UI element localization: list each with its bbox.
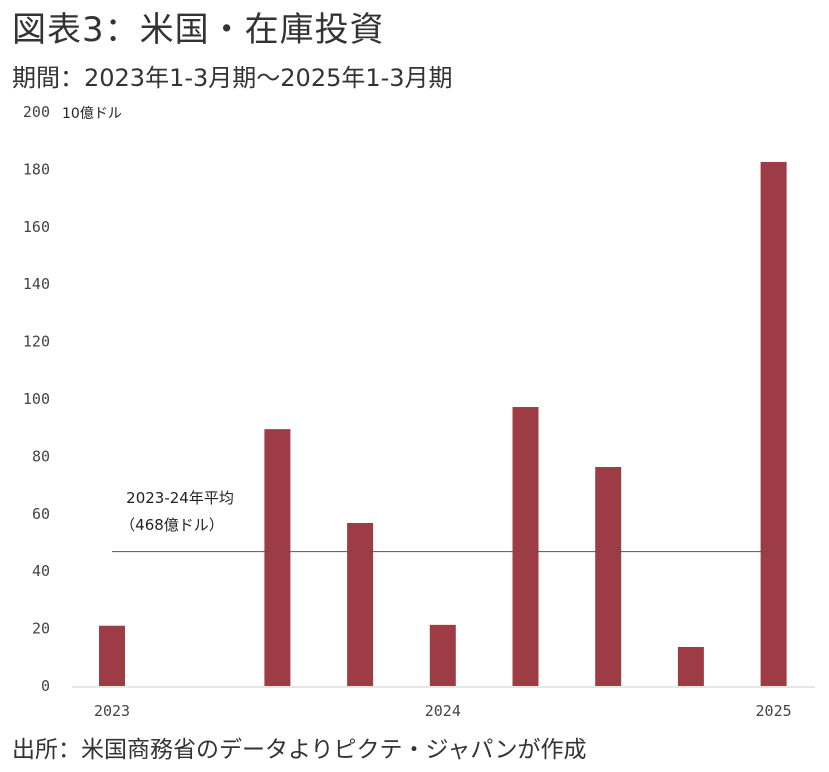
bar-2023Q1 — [99, 625, 125, 686]
y-tick-label: 40 — [32, 562, 50, 580]
y-tick-label: 180 — [23, 160, 50, 178]
bar-2025Q1 — [760, 161, 787, 687]
x-tick-label: 2025 — [756, 702, 792, 720]
average-label: 2023-24年平均 — [126, 489, 234, 507]
y-tick-label: 140 — [23, 275, 50, 293]
source-note: 出所：米国商務省のデータよりピクテ・ジャパンが作成 — [12, 737, 587, 763]
y-tick-label: 0 — [41, 677, 50, 695]
bar-2023Q3 — [264, 429, 291, 686]
y-tick-label: 120 — [23, 333, 50, 351]
bar-2024Q2 — [512, 407, 539, 686]
bar-2024Q3 — [595, 467, 622, 686]
x-tick-label: 2023 — [94, 702, 130, 720]
y-tick-label: 160 — [23, 218, 50, 236]
y-axis-unit-label: 10億ドル — [62, 106, 122, 122]
y-tick-label: 20 — [32, 620, 50, 638]
average-value-label: （468億ドル） — [120, 516, 224, 534]
y-tick-label: 60 — [32, 505, 50, 523]
x-tick-label: 2024 — [425, 702, 461, 720]
chart-subtitle: 期間：2023年1-3月期～2025年1-3月期 — [12, 64, 453, 92]
bar-2024Q1 — [429, 624, 456, 686]
bar-2024Q4 — [677, 646, 704, 686]
y-tick-label: 80 — [32, 447, 50, 465]
y-tick-label: 200 — [23, 103, 50, 121]
chart-title: 図表3：米国・在庫投資 — [12, 10, 385, 50]
y-tick-label: 100 — [23, 390, 50, 408]
bar-2023Q4 — [347, 522, 374, 686]
